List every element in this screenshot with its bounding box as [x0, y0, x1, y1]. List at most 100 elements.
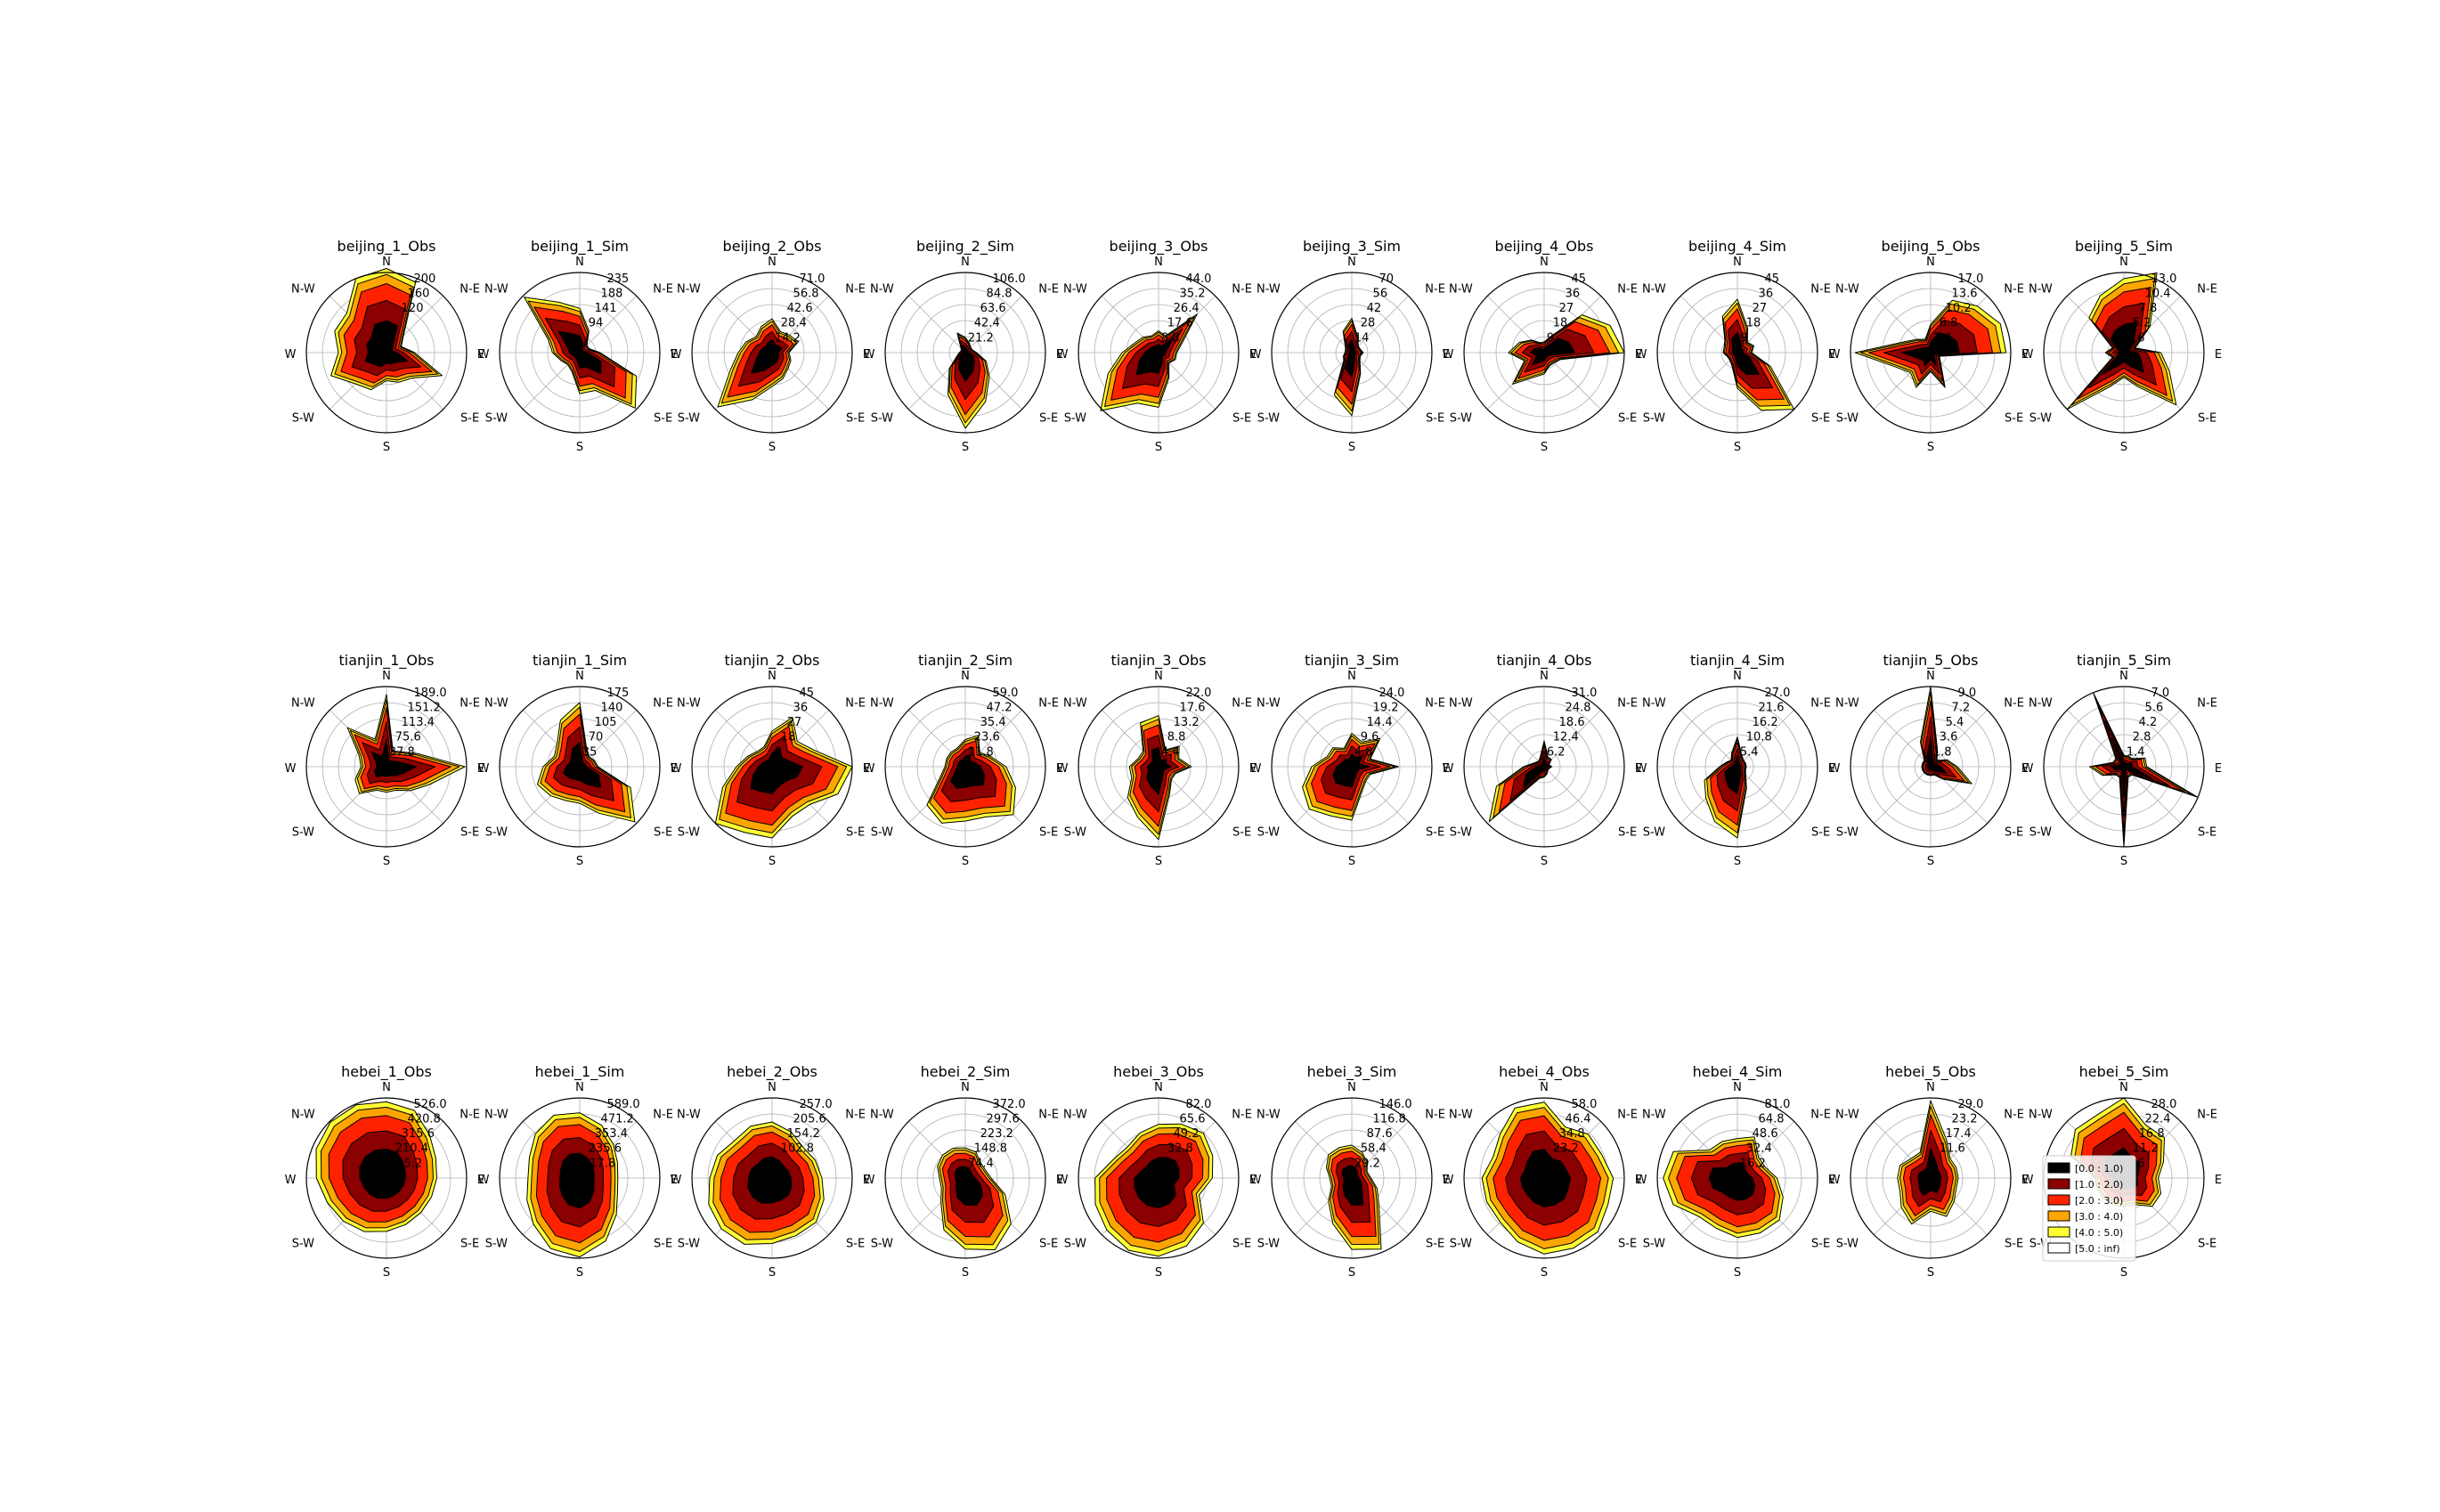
direction-label: N-W: [291, 696, 315, 710]
direction-label: S-E: [1232, 412, 1251, 426]
direction-label: W: [671, 1174, 682, 1187]
direction-label: N-E: [1232, 1108, 1252, 1121]
direction-label: N: [575, 1081, 584, 1094]
windrose-beijing_2_Sim: N N-E E S-E S S-W W N-W 106.084.8 63.6 42.421.2 bei…: [864, 238, 1064, 454]
direction-label: E: [1635, 762, 1642, 776]
radial-tick-label: 31.0: [1571, 687, 1597, 700]
radial-tick-label: 22.0: [1185, 687, 1211, 700]
windrose-hebei_1_Sim: N N-E E S-E S S-W W N-W 589.0471.2353.4235.6117.…: [478, 1063, 679, 1280]
direction-label: N: [2119, 1081, 2128, 1094]
radial-tick-label: 42.4: [974, 317, 1000, 330]
radial-tick-label: 17.4: [1946, 1127, 1972, 1141]
angular-gridline: [1736, 766, 1794, 824]
direction-label: E: [671, 1174, 678, 1187]
panel-title: tianjin_2_Obs: [725, 652, 820, 670]
radial-tick-label: 151.2: [408, 701, 441, 714]
direction-label: S: [576, 1266, 583, 1280]
radial-tick-label: 10.8: [1746, 731, 1772, 744]
direction-label: S: [1927, 441, 1934, 454]
direction-label: N-E: [1038, 1108, 1059, 1121]
windrose-layer-[0.0 : 1.0): [370, 738, 417, 777]
radial-tick-label: 117.8: [582, 1157, 615, 1170]
direction-label: S-E: [1426, 1238, 1444, 1251]
direction-label: S: [383, 855, 390, 868]
angular-gridline: [1351, 296, 1409, 354]
direction-label: W: [671, 762, 682, 776]
direction-label: E: [2021, 762, 2029, 776]
windrose-layer-[0.0 : 1.0): [1926, 736, 1948, 774]
direction-label: W: [1829, 1174, 1841, 1187]
direction-label: N-E: [653, 696, 673, 710]
direction-label: E: [1828, 1174, 1835, 1187]
direction-label: S: [1734, 855, 1741, 868]
direction-label: N-E: [2197, 696, 2217, 710]
direction-label: S-W: [678, 412, 700, 426]
legend-swatch: [2047, 1162, 2070, 1174]
radial-tick-label: 18.6: [1559, 716, 1585, 729]
radial-tick-label: 58.4: [1361, 1142, 1387, 1156]
direction-label: N: [2119, 670, 2128, 683]
radial-tick-label: 9: [1547, 331, 1554, 345]
direction-label: N-W: [291, 282, 315, 296]
radial-tick-label: 47.2: [987, 701, 1013, 714]
radial-tick-label: 7.2: [1952, 701, 1971, 714]
radial-tick-label: 200: [413, 272, 435, 286]
windrose-tianjin_2_Sim: N N-E E S-E S S-W W N-W 59.047.2 35.4 23.611.8 tian…: [864, 652, 1064, 868]
direction-label: W: [1057, 762, 1069, 776]
direction-label: N-W: [1257, 282, 1281, 296]
angular-gridline: [1680, 710, 1738, 768]
direction-label: S-W: [1450, 826, 1472, 840]
direction-label: N-W: [677, 696, 701, 710]
panel-title: hebei_5_Obs: [1885, 1063, 1976, 1081]
windrose-layer-[0.0 : 1.0): [559, 1152, 595, 1209]
direction-label: N: [1733, 670, 1742, 683]
direction-label: E: [1443, 348, 1450, 362]
angular-gridline: [1543, 710, 1601, 768]
direction-label: N: [382, 670, 391, 683]
direction-label: S-W: [1064, 1238, 1086, 1251]
radial-tick-label: 36: [793, 701, 809, 714]
radial-tick-label: 105: [595, 716, 617, 729]
radial-tick-label: 24.8: [1566, 701, 1591, 714]
radial-tick-label: 7.8: [2139, 302, 2158, 315]
radial-tick-label: 18: [1553, 317, 1568, 330]
polar-frame: [499, 272, 661, 434]
polar-frame: [1850, 686, 2012, 848]
direction-label: S-E: [1426, 826, 1444, 840]
windrose-layer-[0.0 : 1.0): [747, 1156, 793, 1204]
direction-label: S-E: [2005, 412, 2023, 426]
direction-label: S-E: [2198, 412, 2216, 426]
radial-tick-label: 29.0: [1957, 1098, 1983, 1111]
polar-frame: [691, 1097, 853, 1259]
radial-tick-label: 65.6: [1180, 1112, 1206, 1126]
windrose-layer-[0.0 : 1.0): [1341, 1165, 1363, 1206]
angular-gridline: [2067, 710, 2125, 768]
angular-gridline: [1543, 766, 1601, 824]
panel-title: beijing_2_Sim: [916, 238, 1014, 256]
radial-tick-label: 26.4: [1174, 302, 1200, 315]
direction-label: S-W: [1257, 412, 1280, 426]
radial-tick-label: 13.2: [1174, 716, 1200, 729]
direction-label: W: [1443, 1174, 1454, 1187]
panel-title: beijing_4_Sim: [1688, 238, 1786, 256]
direction-label: W: [671, 348, 682, 362]
direction-label: N: [1347, 670, 1356, 683]
polar-frame: [1271, 272, 1433, 434]
direction-label: S-W: [1836, 412, 1858, 426]
direction-label: N-E: [460, 696, 480, 710]
radial-tick-label: 11.2: [2133, 1142, 2159, 1156]
direction-label: S: [1541, 1266, 1548, 1280]
polar-frame: [2043, 272, 2205, 434]
direction-label: E: [1249, 348, 1257, 362]
windrose-layer-[0.0 : 1.0): [557, 330, 602, 375]
panel-title: beijing_1_Obs: [338, 238, 436, 256]
radial-tick-label: 372.0: [992, 1098, 1025, 1111]
direction-label: N: [768, 256, 777, 269]
radial-tick-label: 87.6: [1367, 1127, 1393, 1141]
radial-tick-label: 1.8: [1933, 745, 1952, 759]
direction-label: E: [2021, 1174, 2029, 1187]
direction-label: N: [961, 256, 970, 269]
radial-tick-label: 4.8: [1354, 745, 1373, 759]
